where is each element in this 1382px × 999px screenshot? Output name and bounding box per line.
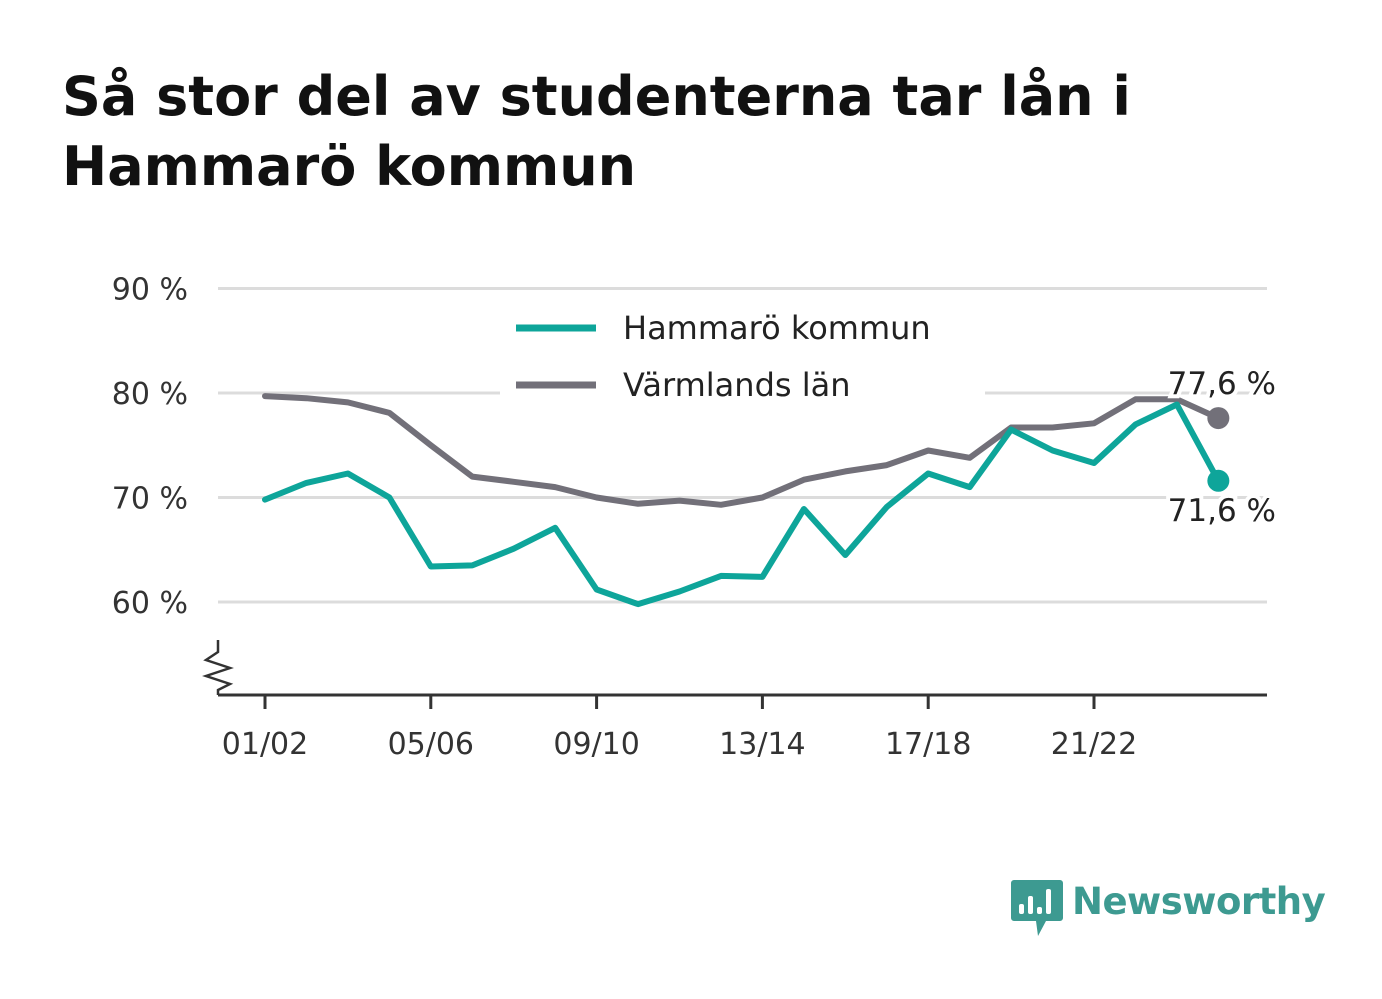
- series-line-1: [262, 393, 1222, 508]
- legend-label: Hammarö kommun: [623, 309, 931, 347]
- x-tick-label: 17/18: [885, 727, 971, 762]
- legend-label: Värmlands län: [623, 366, 851, 404]
- x-tick-label: 09/10: [553, 727, 639, 762]
- end-value-label: 77,6 %: [1168, 366, 1276, 402]
- y-tick-label: 80 %: [112, 377, 188, 412]
- series-endpoints: 71,6 % 77,6 %: [1164, 362, 1280, 533]
- end-value-label: 71,6 %: [1168, 493, 1276, 529]
- legend: Hammarö kommun Värmlands län: [500, 305, 985, 417]
- legend-background: [500, 305, 985, 417]
- y-tick-label: 70 %: [112, 482, 188, 517]
- series-endpoint-0: [1207, 469, 1230, 492]
- y-axis: 60 % 70 % 80 % 90 %: [112, 273, 234, 695]
- y-tick-label: 90 %: [112, 273, 188, 308]
- y-tick-label: 60 %: [112, 586, 188, 621]
- series-line-0: [262, 401, 1222, 608]
- chart-title: Så stor del av studenterna tar lån i Ham…: [62, 65, 1131, 198]
- series-endpoint-1: [1207, 407, 1230, 430]
- series-lines: [262, 393, 1222, 608]
- x-tick-label: 13/14: [719, 727, 805, 762]
- x-tick-label: 21/22: [1051, 727, 1137, 762]
- axis-break-icon: [202, 640, 234, 695]
- x-axis: 01/02 05/06 09/10 13/14 17/18 21/22: [218, 693, 1267, 762]
- brand-logo: Newsworthy: [1010, 878, 1326, 940]
- brand-name: Newsworthy: [1072, 880, 1326, 923]
- x-tick-label: 05/06: [388, 727, 474, 762]
- newsworthy-chart-icon: [1011, 880, 1063, 936]
- x-tick-label: 01/02: [222, 727, 308, 762]
